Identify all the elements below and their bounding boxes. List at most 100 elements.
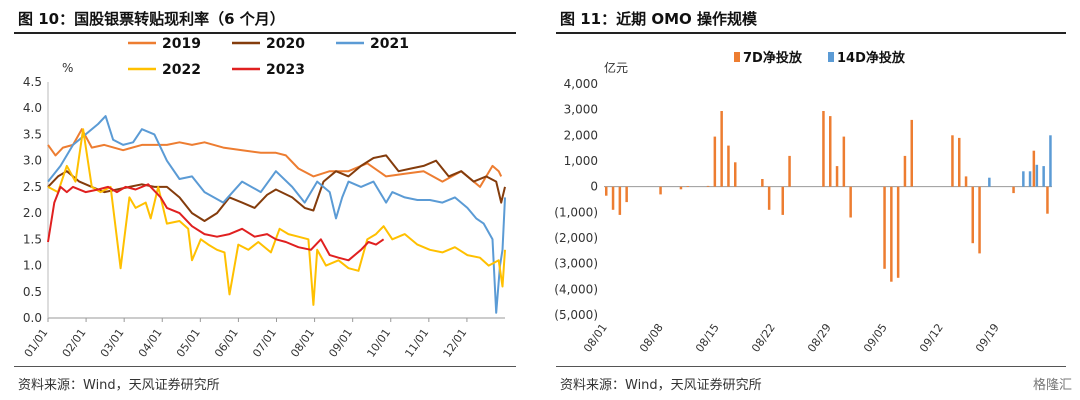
legend-swatch-7D净投放 xyxy=(734,52,740,62)
x-tick-label: 08/22 xyxy=(749,321,778,354)
bar-7D净投放 xyxy=(910,119,913,187)
bar-7D净投放 xyxy=(767,186,771,210)
chart-title-right: 图 11：近期 OMO 操作规模 xyxy=(560,10,757,28)
x-tick-label: 08/08 xyxy=(637,321,666,354)
bar-7D净投放 xyxy=(835,166,839,187)
bar-7D净投放 xyxy=(706,185,710,187)
y-tick-label: 3,000 xyxy=(564,103,598,117)
legend-swatch-14D净投放 xyxy=(828,52,834,62)
y-tick-label: 2,000 xyxy=(564,128,598,142)
x-tick-label: 05/01 xyxy=(174,326,203,359)
y-tick-label: (3,000) xyxy=(554,257,598,271)
source-rule xyxy=(14,366,516,367)
bar-7D净投放 xyxy=(896,186,900,278)
bar-7D净投放 xyxy=(734,162,737,187)
bar-7D净投放 xyxy=(788,155,791,187)
y-tick-label: 0.5 xyxy=(23,285,42,299)
legend-label-7D净投放: 7D净投放 xyxy=(743,50,803,66)
legend-label-2019: 2019 xyxy=(162,36,201,52)
x-tick-label: 08/01 xyxy=(581,321,610,354)
bar-7D净投放 xyxy=(1012,186,1015,194)
series-line-2019 xyxy=(47,128,503,188)
bar-7D净投放 xyxy=(890,186,893,282)
series-line-2020 xyxy=(47,154,506,222)
series-line-2022 xyxy=(47,128,506,306)
watermark-logo: 格隆汇 xyxy=(1032,378,1072,393)
y-tick-label: 1,000 xyxy=(564,154,598,168)
y-tick-label: (2,000) xyxy=(554,231,598,245)
bar-chart: 亿元 (5,000) (4,000) (3,000) (2,000) (1,000) 0 1,… xyxy=(554,50,1052,355)
x-tick-label: 08/15 xyxy=(693,321,722,354)
y-tick-label: 4.0 xyxy=(23,101,42,115)
bar-7D净投放 xyxy=(761,179,764,187)
y-axis-unit-label: 亿元 xyxy=(604,60,628,75)
y-tick-label: 1.0 xyxy=(23,259,42,273)
y-tick-label: 0 xyxy=(590,180,598,194)
chart-panel-right: 图 11：近期 OMO 操作规模 亿元 (5,000) (4,000) (3,000)… xyxy=(542,0,1080,400)
bar-14D净投放 xyxy=(988,177,991,187)
legend-label-2022: 2022 xyxy=(162,62,201,78)
y-tick-label: 4,000 xyxy=(564,77,598,91)
y-tick-label: 2.0 xyxy=(23,206,42,220)
bar-7D净投放 xyxy=(618,186,622,215)
bar-7D净投放 xyxy=(849,186,852,218)
bar-7D净投放 xyxy=(686,186,689,187)
y-tick-label: 0.0 xyxy=(23,311,42,325)
x-tick-label: 04/01 xyxy=(136,326,165,359)
bar-7D净投放 xyxy=(1032,150,1036,187)
x-tick-label: 09/05 xyxy=(861,321,890,354)
y-tick-label: 4.5 xyxy=(23,75,42,89)
bar-7D净投放 xyxy=(964,176,968,187)
x-tick-label: 10/01 xyxy=(364,326,393,359)
y-axis-unit-label: % xyxy=(62,61,73,75)
bar-7D净投放 xyxy=(822,111,825,187)
line-chart: % 0.0 0.5 1.0 1.5 2.0 2.5 3.0 3.5 4.0 4.5 01/01 02/0… xyxy=(22,36,506,360)
source-note-right: 资料来源：Wind，天风证券研究所 xyxy=(560,378,762,393)
bar-7D净投放 xyxy=(625,186,628,203)
legend-label-14D净投放: 14D净投放 xyxy=(837,50,906,66)
x-tick-label: 08/01 xyxy=(288,326,317,359)
x-tick-label: 12/01 xyxy=(441,326,470,359)
y-tick-label: (4,000) xyxy=(554,282,598,296)
x-tick-label: 09/19 xyxy=(973,321,1002,354)
title-rule xyxy=(556,32,1066,34)
bar-7D净投放 xyxy=(727,145,730,187)
x-tick-label: 11/01 xyxy=(402,326,431,359)
x-tick-label: 01/01 xyxy=(22,326,51,359)
bar-7D净投放 xyxy=(842,136,846,187)
y-tick-label: 1.5 xyxy=(23,232,42,246)
bar-7D净投放 xyxy=(659,186,662,195)
bar-7D净投放 xyxy=(903,155,907,187)
legend-label-2021: 2021 xyxy=(370,36,409,52)
bar-14D净投放 xyxy=(1049,135,1052,187)
bar-7D净投放 xyxy=(1046,186,1049,214)
bar-7D净投放 xyxy=(781,186,784,215)
series-line-2023 xyxy=(47,183,385,262)
bar-7D净投放 xyxy=(829,116,832,187)
source-rule xyxy=(556,366,1066,367)
bar-7D净投放 xyxy=(720,111,723,187)
y-tick-label: 3.5 xyxy=(23,127,42,141)
bar-7D净投放 xyxy=(605,186,608,196)
x-tick-label: 02/01 xyxy=(60,326,89,359)
x-tick-label: 09/01 xyxy=(326,326,355,359)
y-tick-label: 2.5 xyxy=(23,180,42,194)
title-rule xyxy=(14,32,516,34)
bar-7D净投放 xyxy=(883,186,886,269)
bar-7D净投放 xyxy=(958,137,961,187)
y-tick-label: (1,000) xyxy=(554,205,598,219)
bar-14D净投放 xyxy=(1035,164,1039,187)
chart-panel-left: 图 10：国股银票转贴现利率（6 个月） % 0.0 0.5 1.0 1.5 2.0 2.5… xyxy=(0,0,530,400)
bar-7D净投放 xyxy=(971,186,974,244)
legend-label-2020: 2020 xyxy=(266,36,305,52)
bar-7D净投放 xyxy=(611,186,615,210)
x-tick-label: 08/29 xyxy=(805,321,834,354)
bar-7D净投放 xyxy=(978,186,981,254)
source-note-left: 资料来源：Wind，天风证券研究所 xyxy=(18,378,220,393)
bar-7D净投放 xyxy=(713,136,717,187)
chart-title-left: 图 10：国股银票转贴现利率（6 个月） xyxy=(18,10,285,28)
x-tick-label: 07/01 xyxy=(250,326,279,359)
bar-7D净投放 xyxy=(951,135,954,187)
bar-14D净投放 xyxy=(1022,171,1025,187)
bar-7D净投放 xyxy=(679,186,683,190)
